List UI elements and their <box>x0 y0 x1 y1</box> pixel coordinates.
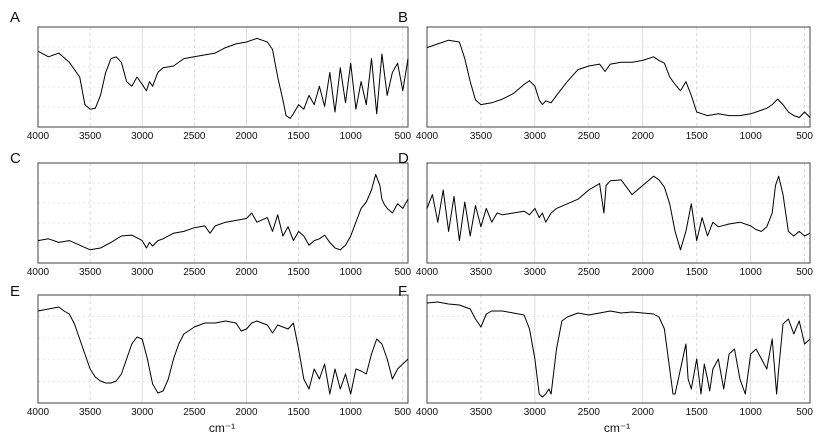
x-tick-label: 2500 <box>183 267 206 278</box>
x-tick-label: 4000 <box>416 267 439 278</box>
x-tick-label: 1500 <box>287 267 310 278</box>
x-tick-label: 1000 <box>740 131 763 142</box>
panel-letter-c: C <box>10 150 21 167</box>
x-tick-label: 3000 <box>524 267 547 278</box>
x-tick-label: 3500 <box>79 131 102 142</box>
spectrum-trace-b <box>426 39 811 118</box>
x-tick-label: 4000 <box>416 131 439 142</box>
shared-x-axis-title: cm⁻¹ <box>209 421 235 435</box>
panels-group: 4000 3500 3000 2500 2000 1500 1000 500 A 4000 3500… <box>10 9 813 418</box>
x-tick-label: 4000 <box>27 267 50 278</box>
x-tick-label: 2500 <box>183 131 206 142</box>
x-tick-label: 1500 <box>686 131 709 142</box>
x-tick-label: 2500 <box>578 407 601 418</box>
spectrum-trace-c <box>37 173 409 251</box>
plot-frame <box>426 294 811 404</box>
x-tick-label: 500 <box>394 131 411 142</box>
spectrum-trace-d <box>426 175 811 251</box>
x-tick-label: 2500 <box>578 267 601 278</box>
x-tick-label: 4000 <box>27 407 50 418</box>
x-tick-label: 3000 <box>524 131 547 142</box>
x-tick-label: 2000 <box>235 267 258 278</box>
panel-d: 4000 3500 3000 2500 2000 1500 1000 500 D <box>398 150 813 278</box>
plot-frame <box>37 162 409 264</box>
panel-letter-a: A <box>10 9 20 26</box>
panel-a: 4000 3500 3000 2500 2000 1500 1000 500 A <box>10 9 412 142</box>
plot-frame <box>37 26 409 128</box>
x-tick-label: 500 <box>796 267 813 278</box>
x-tick-label: 3500 <box>79 267 102 278</box>
panel-letter-d: D <box>398 150 409 167</box>
x-tick-label: 3500 <box>79 407 102 418</box>
x-tick-label: 1000 <box>340 131 363 142</box>
x-tick-label: 3000 <box>131 131 154 142</box>
x-tick-label: 2000 <box>632 131 655 142</box>
x-tick-label: 500 <box>394 407 411 418</box>
spectrum-trace-a <box>37 37 409 119</box>
x-tick-label: 4000 <box>27 131 50 142</box>
x-tick-label: 3500 <box>470 267 493 278</box>
x-tick-label: 500 <box>796 407 813 418</box>
x-tick-label: 1000 <box>740 407 763 418</box>
x-tick-label: 1000 <box>340 267 363 278</box>
x-tick-label: 1500 <box>287 407 310 418</box>
plot-frame <box>426 162 811 264</box>
x-tick-label: 2000 <box>235 407 258 418</box>
panel-letter-b: B <box>398 9 408 26</box>
x-tick-label: 2000 <box>632 407 655 418</box>
x-tick-label: 3000 <box>524 407 547 418</box>
shared-x-axis-title-right: cm⁻¹ <box>604 421 630 435</box>
panel-f: 4000 3500 3000 2500 2000 1500 1000 500 F <box>398 283 813 418</box>
panel-b: 4000 3500 3000 2500 2000 1500 1000 500 B <box>398 9 813 142</box>
spectrum-trace-e <box>37 306 409 395</box>
x-tick-label: 1500 <box>287 131 310 142</box>
x-tick-label: 500 <box>796 131 813 142</box>
x-tick-label: 2500 <box>578 131 601 142</box>
x-tick-label: 1500 <box>686 407 709 418</box>
panel-letter-e: E <box>10 283 20 300</box>
x-tick-label: 3000 <box>131 407 154 418</box>
plot-frame <box>37 294 409 404</box>
panel-e: 4000 3500 3000 2500 2000 1500 1000 500 E <box>10 283 412 418</box>
spectrum-trace-f <box>426 301 811 398</box>
x-tick-label: 3000 <box>131 267 154 278</box>
panel-letter-f: F <box>398 283 407 300</box>
x-tick-label: 1000 <box>340 407 363 418</box>
x-tick-label: 2000 <box>235 131 258 142</box>
x-tick-label: 1000 <box>740 267 763 278</box>
x-tick-label: 1500 <box>686 267 709 278</box>
x-tick-label: 2500 <box>183 407 206 418</box>
x-tick-label: 3500 <box>470 407 493 418</box>
plot-frame <box>426 26 811 128</box>
panel-c: 4000 3500 3000 2500 2000 1500 1000 500 C <box>10 150 412 278</box>
x-tick-label: 3500 <box>470 131 493 142</box>
x-tick-label: 500 <box>394 267 411 278</box>
x-tick-label: 4000 <box>416 407 439 418</box>
x-tick-label: 2000 <box>632 267 655 278</box>
